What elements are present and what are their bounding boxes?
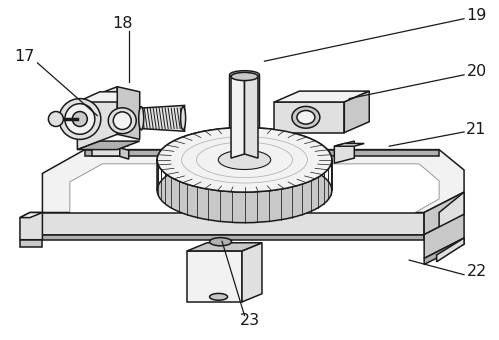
Ellipse shape (157, 128, 332, 192)
Polygon shape (424, 238, 464, 265)
Ellipse shape (48, 112, 63, 126)
Text: 22: 22 (467, 265, 487, 279)
Polygon shape (70, 164, 439, 216)
Ellipse shape (181, 107, 186, 130)
Ellipse shape (157, 128, 332, 192)
Polygon shape (120, 148, 129, 159)
Ellipse shape (297, 110, 315, 124)
Polygon shape (77, 87, 117, 150)
Ellipse shape (218, 150, 270, 169)
Text: 18: 18 (112, 16, 133, 31)
Polygon shape (437, 238, 464, 262)
Polygon shape (245, 73, 259, 162)
Polygon shape (439, 192, 464, 235)
Text: 20: 20 (467, 64, 487, 79)
Polygon shape (274, 102, 344, 133)
Polygon shape (20, 212, 42, 218)
Ellipse shape (231, 72, 258, 81)
Polygon shape (334, 141, 354, 163)
Polygon shape (230, 73, 245, 162)
Polygon shape (42, 212, 424, 235)
Polygon shape (344, 91, 369, 133)
Polygon shape (77, 141, 140, 150)
Polygon shape (424, 214, 464, 258)
Polygon shape (117, 87, 140, 139)
Ellipse shape (72, 112, 87, 126)
Polygon shape (42, 235, 424, 240)
Polygon shape (245, 75, 258, 158)
Ellipse shape (292, 106, 320, 128)
Text: 21: 21 (467, 122, 487, 137)
Ellipse shape (197, 142, 292, 177)
Ellipse shape (210, 238, 232, 246)
Polygon shape (187, 251, 242, 302)
Ellipse shape (65, 104, 95, 134)
Polygon shape (222, 153, 267, 163)
Ellipse shape (139, 107, 144, 130)
Polygon shape (231, 75, 245, 158)
Ellipse shape (210, 293, 228, 300)
Ellipse shape (229, 154, 260, 166)
Polygon shape (92, 146, 129, 148)
Polygon shape (187, 243, 262, 251)
Ellipse shape (230, 71, 259, 79)
Ellipse shape (108, 108, 136, 134)
Polygon shape (20, 212, 42, 240)
Text: 23: 23 (240, 313, 259, 328)
Ellipse shape (157, 158, 332, 223)
Text: 17: 17 (14, 49, 34, 64)
Polygon shape (77, 92, 140, 102)
Polygon shape (140, 105, 185, 131)
Text: 19: 19 (467, 8, 487, 23)
Polygon shape (334, 143, 364, 146)
Polygon shape (92, 148, 120, 156)
Ellipse shape (59, 99, 101, 139)
Polygon shape (274, 91, 369, 102)
Polygon shape (424, 192, 464, 235)
Ellipse shape (113, 112, 131, 130)
Polygon shape (242, 243, 262, 302)
Polygon shape (20, 240, 42, 246)
Polygon shape (85, 150, 439, 156)
Polygon shape (42, 150, 464, 212)
